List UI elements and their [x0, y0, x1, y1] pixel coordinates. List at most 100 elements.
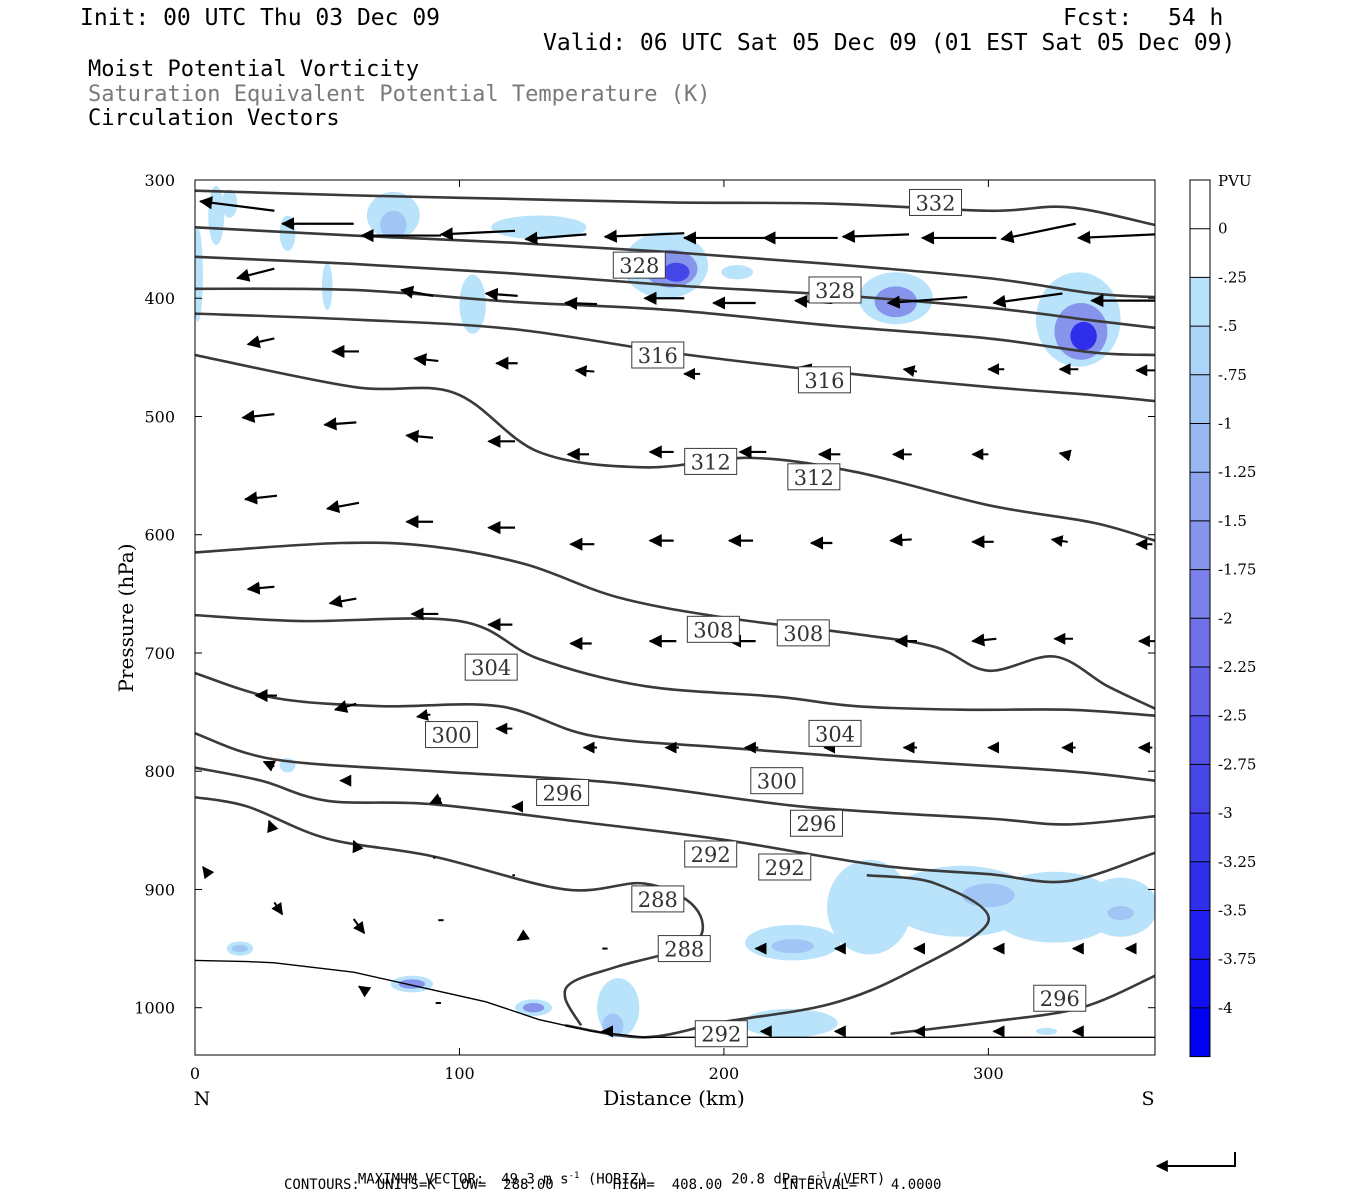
contour-label-box — [612, 251, 666, 279]
pv-region-29 — [522, 1002, 545, 1013]
x-end-label-south: S — [1141, 1088, 1154, 1110]
contour-label-12: 300 — [750, 767, 804, 795]
circulation-vector-34 — [323, 417, 357, 431]
y-axis-label: Pressure (hPa) — [114, 544, 138, 693]
contour-label-10: 304 — [808, 719, 862, 747]
circulation-vector-24 — [413, 353, 439, 367]
y-tick-label-900: 900 — [144, 880, 175, 899]
colorbar-level-label: -3.5 — [1218, 902, 1247, 920]
colorbar-swatch-15 — [1190, 910, 1210, 960]
contour-label-text: 292 — [701, 1023, 741, 1047]
title-mpv: Moist Potential Vorticity — [88, 57, 420, 82]
theta-es-contour-0 — [195, 189, 1155, 227]
y-tick-label-400: 400 — [144, 289, 175, 308]
pv-region-22 — [961, 883, 1015, 908]
theta-es-contour-11 — [195, 795, 705, 1027]
contour-label-box — [684, 447, 738, 475]
circulation-vector-57 — [328, 594, 357, 608]
colorbar-swatch-2 — [1190, 277, 1210, 327]
circulation-vector-13 — [399, 285, 434, 299]
contour-label-layer: 332 328 328 316 316 312 312 308 308 304 304 300 300 2… — [425, 188, 1087, 1048]
contour-label-text: 300 — [757, 770, 797, 794]
contour-label-text: 300 — [431, 724, 471, 748]
circulation-vector-84 — [267, 819, 279, 834]
circulation-vector-12 — [236, 267, 275, 282]
theta-es-contour-3 — [195, 287, 1155, 357]
colorbar-level-label: -3.25 — [1218, 853, 1256, 871]
pv-region-18 — [827, 859, 912, 955]
contour-label-text: 332 — [915, 191, 955, 215]
colorbar-swatch-14 — [1190, 861, 1210, 911]
contour-label-18: 288 — [657, 935, 711, 963]
pv-region-6 — [459, 274, 486, 334]
colorbar-swatch-5 — [1190, 423, 1210, 473]
circulation-vector-4 — [524, 231, 587, 245]
circulation-vector-20 — [992, 292, 1063, 308]
colorbar-swatch-3 — [1190, 326, 1210, 375]
colorbar-level-label: -3.75 — [1218, 950, 1256, 968]
circulation-vector-5 — [603, 229, 685, 243]
forecast-label: Fcst: — [1063, 5, 1133, 31]
contour-label-text: 312 — [794, 466, 834, 490]
circulation-vector-3 — [439, 227, 516, 241]
theta-es-contour-7 — [195, 613, 1155, 717]
reference-vector-arrow — [1155, 1152, 1236, 1172]
pv-region-7 — [491, 215, 587, 240]
colorbar-level-label: -.75 — [1218, 366, 1247, 384]
contours-info: CONTOURS: UNITS=K LOW= 288.00 HIGH= 408.… — [284, 1177, 942, 1193]
title-vectors: Circulation Vectors — [88, 106, 340, 131]
colorbar-swatch-0 — [1190, 180, 1210, 229]
y-tick-label-1000: 1000 — [134, 999, 175, 1018]
contour-label-box — [631, 341, 685, 369]
forecast-hours: 54 h — [1168, 5, 1224, 31]
x-end-label-north: N — [194, 1088, 211, 1110]
colorbar-swatch-9 — [1190, 618, 1210, 667]
colorbar-level-label: 0 — [1218, 220, 1228, 238]
theta-es-contour-1 — [195, 225, 1155, 299]
y-tick-label-700: 700 — [144, 644, 175, 663]
contour-label-box — [797, 366, 851, 394]
circulation-vector-91 — [516, 929, 530, 942]
colorbar-swatch-7 — [1190, 520, 1210, 570]
terrain-surface-line — [195, 959, 1155, 1038]
pv-region-25 — [771, 939, 814, 954]
colorbar-level-label: -1.5 — [1218, 512, 1247, 530]
contour-label-text: 316 — [638, 344, 678, 368]
theta-es-contour-5 — [195, 353, 1155, 542]
theta-es-contour-6 — [195, 541, 1155, 710]
contour-label-text: 312 — [691, 450, 731, 474]
contour-label-text: 304 — [471, 656, 511, 680]
circulation-vector-8 — [841, 229, 910, 243]
vert-unit-exponent: -1 — [815, 1171, 827, 1181]
pv-region-35 — [1035, 1027, 1058, 1035]
pv-region-4 — [380, 210, 407, 240]
contour-label-text: 296 — [796, 812, 836, 836]
colorbar-level-label: -2.25 — [1218, 658, 1256, 676]
circulation-vector-82 — [429, 793, 443, 805]
colorbar-level-label: -.25 — [1218, 268, 1247, 286]
pv-region-11 — [721, 265, 754, 280]
x-tick-label-0: 0 — [190, 1064, 200, 1083]
vector-layer — [198, 196, 1155, 1038]
circulation-vector-35 — [405, 429, 434, 444]
contour-label-box — [464, 653, 518, 681]
pv-region-16 — [1070, 321, 1097, 351]
x-tick-label-200: 200 — [709, 1064, 740, 1083]
contour-label-text: 296 — [1040, 987, 1080, 1011]
contour-label-box — [657, 935, 711, 963]
circulation-vector-69 — [333, 700, 357, 713]
x-tick-label-300: 300 — [973, 1064, 1004, 1083]
contour-label-17: 288 — [631, 885, 685, 913]
contour-label-0: 332 — [908, 188, 962, 216]
contour-label-text: 328 — [815, 279, 855, 303]
contour-label-text: 328 — [619, 254, 659, 278]
circulation-vector-11 — [1076, 230, 1155, 244]
circulation-vector-80 — [262, 760, 277, 772]
circulation-vector-85 — [352, 839, 364, 854]
circulation-vector-70 — [415, 709, 431, 721]
theta-es-contour-13 — [890, 974, 1155, 1036]
contour-label-box — [1033, 984, 1087, 1012]
contour-label-20: 292 — [694, 1020, 748, 1048]
contour-label-9: 304 — [464, 653, 518, 681]
